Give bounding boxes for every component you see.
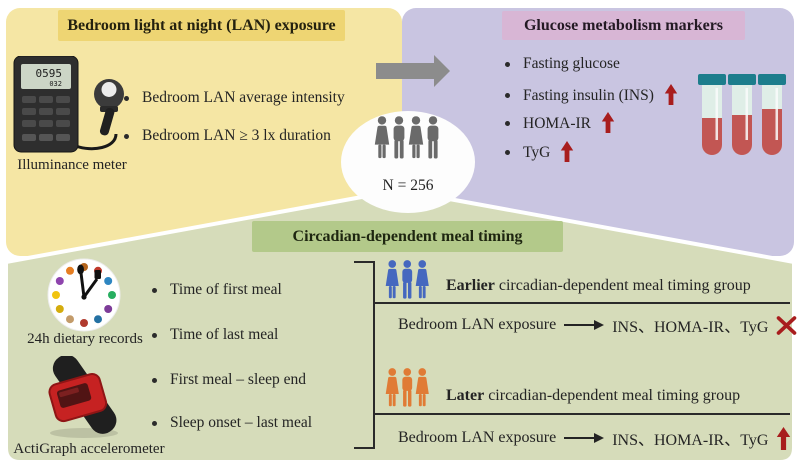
meal-bullet-text: Sleep onset – last meal [170, 414, 313, 431]
illuminance-meter-label: Illuminance meter [17, 157, 127, 173]
later-group-people-icon [385, 368, 429, 407]
sample-size-label: N = 256 [382, 177, 434, 194]
earlier-group-rest: circadian-dependent meal timing group [494, 277, 751, 294]
increase-arrow-icon [561, 141, 574, 162]
outcomes-text: INS、HOMA-IR、TyG [612, 319, 769, 336]
bullet-dot-icon [124, 133, 129, 139]
test-tubes-icon [698, 74, 786, 155]
bracket-line [354, 261, 375, 449]
bullet-dot-icon [505, 61, 510, 67]
lan-bullet: Bedroom LAN average intensity [124, 89, 345, 107]
glucose-bullet-text: Fasting glucose [523, 55, 620, 72]
later-group-result-row: Bedroom LAN exposure INS、HOMA-IR、TyG [398, 426, 791, 450]
lan-bullet-text: Bedroom LAN ≥ 3 lx duration [142, 127, 331, 144]
increase-arrow-icon [601, 112, 615, 133]
meal-bullet-text: Time of first meal [170, 281, 282, 298]
no-association-cross-icon [777, 315, 797, 335]
cohort-people-icon [374, 116, 439, 159]
dietary-clock-icon [47, 258, 121, 332]
arrow-right-icon [564, 433, 605, 443]
earlier-group-label: Earlier circadian-dependent meal timing … [446, 277, 751, 295]
meal-bullet: First meal – sleep end [152, 371, 306, 389]
meter-reading-sub: 032 [49, 80, 62, 88]
meal-bullet: Sleep onset – last meal [152, 414, 312, 432]
glucose-bullet-text: Fasting insulin (INS) [523, 86, 654, 104]
meter-reading: 0595 [36, 67, 63, 80]
lan-panel-title: Bedroom light at night (LAN) exposure [58, 10, 345, 41]
increase-arrow-icon [664, 84, 678, 105]
bullet-dot-icon [124, 95, 129, 101]
glucose-bullet: TyG [505, 141, 574, 163]
meal-bullet-text: Time of last meal [170, 326, 279, 343]
later-group-highlight: Later [446, 387, 485, 404]
actigraph-label: ActiGraph accelerometer [13, 441, 165, 457]
glucose-bullet-text: HOMA-IR [523, 114, 592, 132]
earlier-group-result-row: Bedroom LAN exposure INS、HOMA-IR、TyG [398, 314, 797, 336]
right-arrow-icon [376, 55, 450, 87]
actigraph-watch-icon [48, 356, 118, 438]
illuminance-meter-icon: 0595 032 [13, 56, 124, 153]
lan-bullet: Bedroom LAN ≥ 3 lx duration [124, 127, 331, 145]
bullet-dot-icon [505, 150, 510, 155]
earlier-group-people-icon [385, 260, 429, 299]
dietary-records-label: 24h dietary records [27, 331, 143, 347]
lan-bullet-text: Bedroom LAN average intensity [142, 89, 345, 106]
arrow-right-icon [564, 320, 605, 330]
glucose-bullet: Fasting glucose [505, 55, 620, 73]
glucose-panel-title: Glucose metabolism markers [502, 11, 745, 40]
glucose-bullet: Fasting insulin (INS) [505, 84, 678, 106]
later-group-label: Later circadian-dependent meal timing gr… [446, 387, 740, 405]
bullet-dot-icon [152, 287, 157, 293]
earlier-group-highlight: Earlier [446, 277, 495, 294]
glucose-bullet: HOMA-IR [505, 112, 615, 134]
bullet-dot-icon [152, 420, 157, 426]
glucose-bullet-text: TyG [523, 143, 551, 161]
meal-timing-panel-title: Circadian-dependent meal timing [252, 221, 563, 252]
later-group-rest: circadian-dependent meal timing group [484, 387, 741, 404]
meal-bullet: Time of last meal [152, 326, 278, 344]
bullet-dot-icon [505, 93, 510, 98]
outcomes-text: INS、HOMA-IR、TyG [612, 432, 769, 449]
bullet-dot-icon [505, 121, 510, 126]
exposure-text: Bedroom LAN exposure [398, 316, 557, 333]
meal-bullet-text: First meal – sleep end [170, 371, 307, 388]
meal-bullet: Time of first meal [152, 281, 282, 299]
exposure-text: Bedroom LAN exposure [398, 429, 557, 446]
increase-arrow-icon [777, 426, 791, 450]
bullet-dot-icon [152, 377, 157, 383]
bullet-dot-icon [152, 332, 157, 338]
